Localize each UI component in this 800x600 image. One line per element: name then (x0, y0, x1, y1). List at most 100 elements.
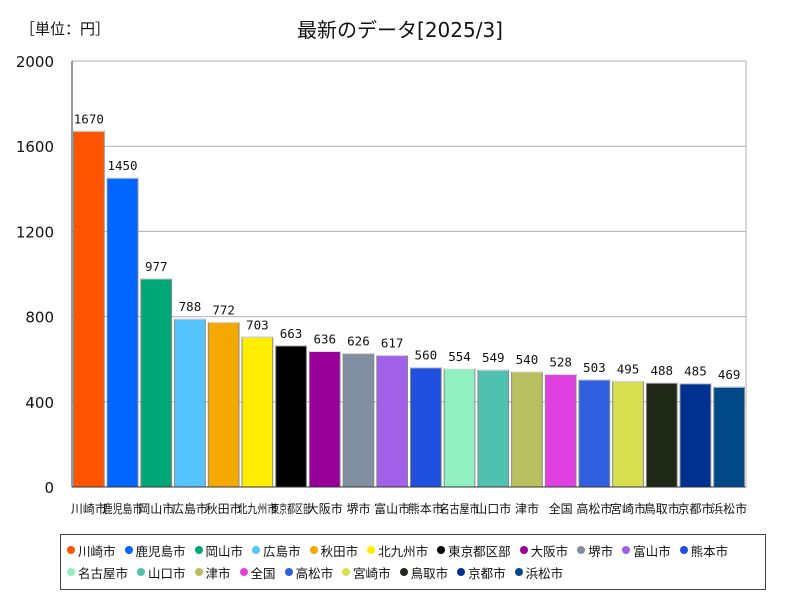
legend-dot-icon (342, 568, 351, 576)
legend-dot-icon (309, 546, 318, 554)
legend-label: 全国 (250, 565, 276, 581)
legend-label: 東京都区部 (448, 543, 511, 559)
bar (241, 336, 274, 488)
legend-label: 大阪市 (530, 543, 569, 559)
bar (106, 177, 139, 488)
data-label: 495 (617, 362, 640, 377)
legend-dot-icon (137, 568, 146, 576)
bar (73, 130, 105, 488)
legend-item: 北九州市 (367, 539, 428, 561)
bar (645, 382, 678, 488)
legend-label: 堺市 (588, 543, 614, 559)
legend-item: 山口市 (137, 561, 186, 583)
unit-label: ［単位：円］ (20, 20, 111, 38)
legend-label: 広島市 (263, 543, 301, 559)
legend-label: 津市 (205, 565, 231, 581)
data-label: 617 (381, 336, 404, 351)
y-tick-label: 2000 (16, 53, 54, 71)
legend-item: 川崎市 (67, 539, 116, 561)
legend: 川崎市 鹿児島市 岡山市 広島市 秋田市 北九州市 東京都区部 大阪市 堺市 富山市 熊本市 名古屋市… (60, 534, 766, 590)
data-label: 636 (313, 332, 336, 347)
x-tick-label: 名古屋市 (440, 501, 480, 516)
legend-item: 広島市 (252, 539, 301, 561)
chart-title: 最新のデータ[2025/3] (297, 18, 503, 42)
legend-item: 全国 (239, 561, 276, 583)
legend-item: 熊本市 (679, 539, 729, 561)
bar (612, 381, 644, 488)
legend-dot-icon (194, 546, 203, 554)
legend-dot-icon (194, 568, 203, 576)
data-label: 503 (583, 360, 606, 375)
legend-item: 鳥取市 (399, 561, 448, 583)
data-label: 772 (212, 303, 235, 318)
x-tick-label: 秋田市 (206, 501, 242, 516)
data-label: 703 (246, 317, 269, 332)
data-label: 485 (684, 364, 707, 379)
bar (477, 369, 510, 488)
x-tick-label: 鳥取市 (644, 501, 680, 516)
x-tick-label: 鹿児島市 (103, 501, 143, 516)
x-tick-label: 全国 (549, 501, 573, 516)
x-tick-label: 大阪市 (307, 501, 343, 516)
legend-label: 宮崎市 (353, 565, 391, 581)
bar (275, 345, 307, 488)
data-label: 528 (549, 355, 572, 370)
x-tick-label: 高松市 (576, 501, 612, 516)
data-label: 1450 (107, 158, 137, 173)
bar (679, 383, 712, 488)
x-tick-label: 広島市 (172, 501, 208, 516)
bar (578, 379, 611, 488)
y-tick-label: 1200 (16, 223, 54, 241)
legend-item: 京都市 (457, 561, 506, 583)
legend-label: 川崎市 (78, 543, 116, 559)
legend-item: 大阪市 (519, 539, 569, 561)
x-tick-label: 川崎市 (71, 501, 107, 516)
data-label: 554 (448, 349, 471, 364)
legend-label: 名古屋市 (78, 565, 129, 581)
legend-label: 京都市 (468, 565, 506, 581)
legend-dot-icon (457, 568, 466, 576)
legend-item: 富山市 (622, 539, 671, 561)
legend-dot-icon (67, 546, 75, 554)
y-tick-label: 0 (44, 479, 54, 497)
legend-dot-icon (437, 546, 446, 554)
legend-item: 堺市 (577, 539, 613, 561)
legend-item: 東京都区部 (437, 539, 511, 561)
data-label: 549 (482, 350, 505, 365)
x-tick-label: 山口市 (475, 501, 511, 516)
data-label: 488 (650, 363, 673, 378)
legend-label: 富山市 (633, 543, 671, 559)
y-tick-label: 400 (25, 394, 54, 412)
legend-label: 熊本市 (690, 543, 729, 559)
legend-item: 秋田市 (309, 539, 358, 561)
legend-dot-icon (367, 546, 376, 554)
bar (713, 386, 745, 488)
legend-label: 山口市 (148, 565, 186, 581)
legend-dot-icon (514, 568, 523, 576)
bar (140, 278, 173, 488)
data-label: 977 (145, 259, 168, 274)
data-label: 1670 (74, 111, 104, 126)
x-tick-label: 岡山市 (138, 501, 174, 516)
legend-label: 高松市 (295, 565, 334, 581)
bar (511, 371, 543, 488)
legend-dot-icon (399, 568, 408, 576)
x-tick-label: 東京都区部 (271, 501, 311, 516)
x-tick-label: 宮崎市 (610, 501, 646, 516)
legend-dot-icon (519, 546, 528, 554)
data-label: 560 (415, 348, 438, 363)
legend-label: 北九州市 (378, 543, 429, 559)
legend-item: 浜松市 (514, 561, 563, 583)
legend-item: 高松市 (284, 561, 334, 583)
bar (544, 374, 577, 488)
legend-dot-icon (124, 546, 133, 554)
legend-dot-icon (284, 568, 293, 576)
x-tick-label: 北九州市 (238, 501, 278, 516)
data-label: 469 (718, 367, 741, 382)
legend-item: 宮崎市 (342, 561, 391, 583)
x-tick-label: 熊本市 (408, 501, 444, 516)
legend-dot-icon (679, 546, 688, 554)
bar (376, 355, 408, 488)
bar (174, 318, 206, 488)
